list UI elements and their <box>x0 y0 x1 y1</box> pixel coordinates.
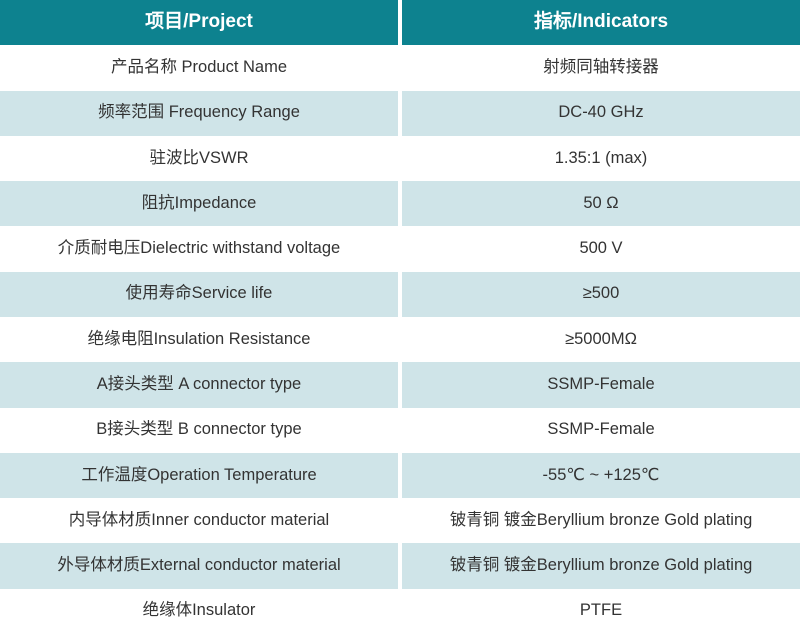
indicator-cell: 500 V <box>402 226 800 272</box>
indicator-cell: SSMP-Female <box>402 407 800 453</box>
indicator-cell: SSMP-Female <box>402 362 800 408</box>
project-cell: 驻波比VSWR <box>0 135 398 182</box>
table-row-product-name: 产品名称 Product Name 射频同轴转接器 <box>0 45 800 91</box>
project-cell: 绝缘体Insulator <box>0 588 398 634</box>
indicator-cell: 射频同轴转接器 <box>402 45 800 91</box>
project-cell: A接头类型 A connector type <box>0 362 398 408</box>
project-cell: 频率范围 Frequency Range <box>0 90 398 136</box>
table-row-impedance: 阻抗Impedance 50 Ω <box>0 181 800 227</box>
project-cell: 阻抗Impedance <box>0 181 398 227</box>
table-row-inner-conductor-material: 内导体材质Inner conductor material 铍青铜 镀金Bery… <box>0 498 800 544</box>
indicator-cell: 1.35:1 (max) <box>402 135 800 182</box>
project-cell: 工作温度Operation Temperature <box>0 452 398 499</box>
table-row-operation-temperature: 工作温度Operation Temperature -55℃ ~ +125℃ <box>0 452 800 499</box>
project-cell: 介质耐电压Dielectric withstand voltage <box>0 226 398 272</box>
project-cell: 绝缘电阻Insulation Resistance <box>0 316 398 363</box>
indicator-cell: ≥5000MΩ <box>402 316 800 363</box>
project-cell: 使用寿命Service life <box>0 271 398 317</box>
indicator-cell: DC-40 GHz <box>402 90 800 136</box>
table-row-frequency-range: 频率范围 Frequency Range DC-40 GHz <box>0 90 800 136</box>
project-cell: 外导体材质External conductor material <box>0 543 398 589</box>
column-header-project: 项目/Project <box>0 0 398 46</box>
table-row-a-connector-type: A接头类型 A connector type SSMP-Female <box>0 362 800 408</box>
indicator-cell: PTFE <box>402 588 800 634</box>
table-header-row: 项目/Project 指标/Indicators <box>0 0 800 46</box>
column-header-indicator: 指标/Indicators <box>402 0 800 46</box>
project-cell: 内导体材质Inner conductor material <box>0 498 398 544</box>
table-row-dielectric-withstand-voltage: 介质耐电压Dielectric withstand voltage 500 V <box>0 226 800 272</box>
project-cell: B接头类型 B connector type <box>0 407 398 453</box>
indicator-cell: -55℃ ~ +125℃ <box>402 452 800 499</box>
indicator-cell: 50 Ω <box>402 181 800 227</box>
table-row-insulator: 绝缘体Insulator PTFE <box>0 588 800 634</box>
table-row-vswr: 驻波比VSWR 1.35:1 (max) <box>0 135 800 182</box>
indicator-cell: 铍青铜 镀金Beryllium bronze Gold plating <box>402 498 800 544</box>
table-row-insulation-resistance: 绝缘电阻Insulation Resistance ≥5000MΩ <box>0 316 800 363</box>
table-row-b-connector-type: B接头类型 B connector type SSMP-Female <box>0 407 800 453</box>
indicator-cell: ≥500 <box>402 271 800 317</box>
indicator-cell: 铍青铜 镀金Beryllium bronze Gold plating <box>402 543 800 589</box>
table-row-service-life: 使用寿命Service life ≥500 <box>0 271 800 317</box>
project-cell: 产品名称 Product Name <box>0 45 398 91</box>
table-row-external-conductor-material: 外导体材质External conductor material 铍青铜 镀金B… <box>0 543 800 589</box>
